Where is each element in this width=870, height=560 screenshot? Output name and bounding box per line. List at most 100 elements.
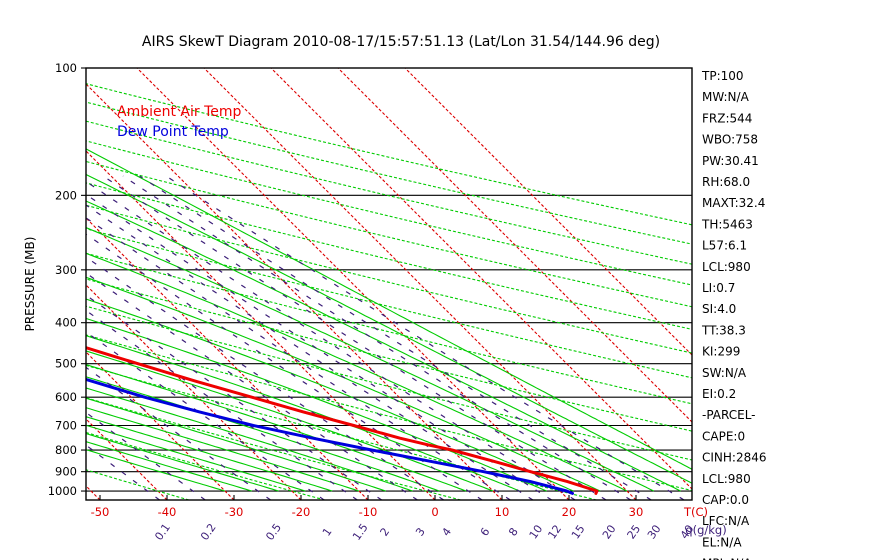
mixing-ratio-tick-label: 0.1 (152, 521, 173, 543)
isotherm-line (86, 284, 302, 500)
isotherm-line (270, 68, 692, 490)
moist-adiabat-line (86, 148, 692, 470)
moist-adiabat-line (86, 387, 413, 492)
temp-tick-label-bottom: 30 (629, 505, 644, 519)
parcel-stat-cinh: CINH:2846 (702, 451, 767, 465)
statistics-panel: TP:100 MW:N/A FRZ:544 WBO:758 PW:30.41 RH:68.… (701, 69, 767, 560)
pressure-tick-label: 700 (55, 419, 77, 433)
legend-ambient-label: Ambient Air Temp (117, 104, 242, 120)
stat-rh: RH:68.0 (702, 175, 750, 189)
mixing-ratio-line (86, 272, 418, 500)
parcel-stat-lcl: LCL:980 (702, 472, 751, 486)
temp-tick-label-bottom: 20 (562, 505, 577, 519)
mixing-ratio-line (122, 175, 632, 500)
moist-adiabat-line (86, 298, 574, 492)
parcel-stat-el: EL:N/A (702, 535, 742, 549)
dry-adiabat-line (86, 334, 692, 492)
stat-wbo: WBO:758 (702, 133, 758, 147)
moist-adiabat-line (86, 350, 494, 492)
stat-li: LI:0.7 (702, 281, 735, 295)
mixing-ratio-axis: 0.1 0.2 0.5 1 1.5 2 3 4 6 8 10 12 15 20 25 30 40q(g/kg) (152, 521, 726, 543)
parcel-stat-cape: CAPE:0 (702, 429, 745, 443)
moist-adiabat-line (86, 432, 279, 492)
moist-adiabat-line (86, 276, 601, 492)
pressure-axis-title: PRESSURE (MB) (23, 237, 37, 332)
moist-adiabat-line (86, 252, 628, 492)
isotherm-line (404, 68, 692, 356)
moist-adiabat-line (86, 364, 467, 492)
pressure-tick-label: 500 (55, 357, 77, 371)
mixing-ratio-tick-label: 1.5 (350, 521, 371, 543)
temp-tick-label-bottom: -30 (225, 505, 244, 519)
legend: Ambient Air Temp Dew Point Temp (117, 104, 242, 140)
mixing-ratio-line (86, 204, 534, 500)
moist-adiabat-line (86, 376, 440, 492)
isotherm-line (86, 485, 101, 500)
mixing-ratio-line (86, 444, 160, 500)
mixing-ratio-tick-label: 6 (478, 525, 493, 538)
mixing-ratio-line (86, 331, 325, 500)
ambient-temp-curve (86, 346, 599, 495)
mixing-ratio-line (86, 193, 553, 500)
stat-l57: L57:6.1 (702, 239, 747, 253)
mixing-ratio-tick-label: 30 (645, 523, 664, 542)
page-title: AIRS SkewT Diagram 2010-08-17/15:57:51.1… (142, 34, 660, 50)
mixing-ratio-line (165, 175, 685, 500)
stat-pw: PW:30.41 (702, 154, 759, 168)
stat-lcl: LCL:980 (702, 260, 751, 274)
moist-adiabat-line (86, 424, 306, 492)
dry-adiabat-line (86, 252, 692, 405)
mixing-ratio-line (139, 175, 652, 500)
mixing-ratio-line (86, 411, 206, 500)
mixing-ratio-line (86, 309, 358, 500)
isotherm-line (86, 217, 369, 500)
temp-tick-label-bottom: -10 (359, 505, 378, 519)
mixing-ratio-tick-label: 4 (439, 525, 454, 538)
dry-adiabat-line (86, 204, 692, 354)
moist-adiabat-line (86, 449, 226, 492)
dry-adiabat-line (86, 140, 692, 286)
moist-adiabat-lines (86, 148, 692, 492)
mixing-ratio-tick-label: 0.2 (198, 521, 219, 543)
parcel-stat-cap: CAP:0.0 (702, 493, 749, 507)
mixing-ratio-tick-label: 8 (506, 525, 521, 538)
temp-axis-bottom: -50 -40 -30 -20 -10 0 10 20 30 T(C) (91, 495, 708, 519)
mixing-ratio-tick-label: 1 (320, 525, 335, 538)
isotherm-line (136, 68, 570, 500)
mixing-ratio-tick-label: 3 (413, 525, 428, 538)
mixing-ratio-lines (86, 175, 685, 500)
moist-adiabat-line (86, 200, 681, 492)
moist-adiabat-line (86, 397, 386, 492)
moist-adiabat-line (86, 317, 547, 492)
stat-sw: SW:N/A (702, 366, 747, 380)
dry-adiabat-line (86, 431, 325, 500)
moist-adiabat-line (86, 441, 252, 492)
temp-tick-label-bottom: 10 (495, 505, 510, 519)
mixing-ratio-tick-label: 2 (378, 525, 393, 538)
temp-tick-label-bottom: -50 (91, 505, 110, 519)
moist-adiabat-line (86, 227, 655, 492)
dry-adiabat-lines (86, 83, 692, 500)
pressure-tick-label: 800 (55, 443, 77, 457)
mixing-ratio-tick-label: 10 (527, 523, 546, 542)
pressure-tick-label: 1000 (48, 484, 77, 498)
dry-adiabat-line (86, 278, 692, 432)
pressure-tick-label: 100 (55, 61, 77, 75)
dry-adiabat-line (86, 469, 190, 500)
moist-adiabat-line (86, 335, 521, 492)
dry-adiabat-line (86, 182, 692, 330)
moist-adiabat-line (86, 407, 360, 492)
mixing-ratio-tick-label: 0.5 (263, 521, 284, 543)
isotherm-line (203, 68, 637, 500)
isotherm-line (86, 351, 235, 500)
pressure-tick-label: 300 (55, 263, 77, 277)
stat-si: SI:4.0 (702, 302, 736, 316)
stat-frz: FRZ:544 (702, 111, 752, 125)
moist-adiabat-line (86, 416, 333, 492)
mixing-ratio-tick-label: 20 (600, 523, 619, 542)
stat-maxt: MAXT:32.4 (702, 196, 765, 210)
pressure-tick-label: 200 (55, 188, 77, 202)
mixing-ratio-tick-label: 15 (569, 523, 588, 542)
